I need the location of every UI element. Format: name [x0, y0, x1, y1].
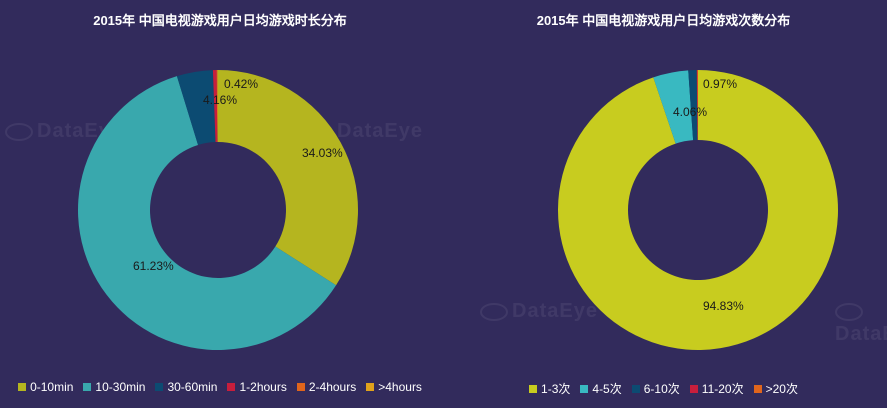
legend-label: 10-30min	[95, 380, 146, 394]
legend-swatch	[580, 384, 589, 393]
legend-swatch	[366, 383, 375, 391]
legend-item-2-4hours[interactable]: 2-4hours	[296, 380, 357, 394]
legend-label: 30-60min	[167, 380, 218, 394]
donut-slice-6-10次	[688, 70, 698, 141]
legend-item->4hours[interactable]: >4hours	[366, 380, 422, 394]
donut-slice-4-5次	[653, 70, 694, 144]
slice-label-4-5次: 4.06%	[673, 105, 707, 119]
legend-swatch	[83, 383, 92, 391]
donut-slice-10-30min	[77, 76, 337, 350]
legend-label: 1-3次	[541, 382, 571, 396]
legend-duration: 0-10min 10-30min 30-60min 1-2hours 2-4hours >…	[0, 380, 440, 394]
slice-label-1-2hours: 0.42%	[224, 77, 258, 91]
legend-swatch	[689, 384, 698, 393]
legend-swatch	[227, 383, 236, 391]
legend-item->20次[interactable]: >20次	[753, 380, 798, 397]
legend-label: >20次	[765, 382, 798, 396]
legend-swatch	[18, 383, 27, 391]
legend-label: 1-2hours	[239, 380, 287, 394]
legend-item-1-2hours[interactable]: 1-2hours	[227, 380, 287, 394]
legend-item-4-5次[interactable]: 4-5次	[580, 380, 622, 397]
legend-swatch	[155, 383, 164, 391]
legend-swatch	[753, 384, 762, 393]
legend-item-11-20次[interactable]: 11-20次	[689, 380, 744, 397]
legend-label: 11-20次	[701, 382, 744, 396]
slice-label-1-3次: 94.83%	[703, 299, 744, 313]
donut-slice-0-10min	[218, 70, 358, 286]
legend-label: 2-4hours	[308, 380, 357, 394]
donut-slice->20次	[697, 70, 698, 141]
chart-title-frequency: 2015年 中国电视游戏用户日均游戏次数分布	[536, 13, 791, 28]
donut-chart-frequency: 94.83% 4.06% 0.97%	[558, 70, 838, 350]
legend-label: 4-5次	[592, 382, 622, 396]
donut-chart-duration: 34.03% 61.23% 4.16% 0.42%	[77, 70, 358, 350]
legend-label: >4hours	[378, 380, 422, 394]
slice-label-30-60min: 4.16%	[203, 93, 237, 107]
legend-swatch	[296, 383, 305, 391]
donut-slice-1-3次	[558, 70, 838, 350]
legend-swatch	[529, 384, 538, 393]
legend-item-30-60min[interactable]: 30-60min	[155, 380, 217, 394]
legend-frequency: 1-3次 4-5次 6-10次 11-20次 >20次	[440, 380, 887, 397]
chart-panel-duration: 2015年 中国电视游戏用户日均游戏时长分布 DataEye DataEye D…	[0, 0, 440, 408]
donut-slice-1-2hours	[212, 70, 218, 143]
chart-title-duration: 2015年 中国电视游戏用户日均游戏时长分布	[93, 13, 347, 28]
legend-item-0-10min[interactable]: 0-10min	[18, 380, 73, 394]
slice-label-10-30min: 61.23%	[133, 259, 174, 273]
legend-item-6-10次[interactable]: 6-10次	[631, 380, 680, 397]
legend-item-1-3次[interactable]: 1-3次	[529, 380, 570, 397]
donut-slice-30-60min	[176, 70, 216, 145]
legend-item-10-30min[interactable]: 10-30min	[83, 380, 145, 394]
donut-slice-2-4hours	[216, 70, 218, 143]
slice-label-0-10min: 34.03%	[302, 146, 343, 160]
chart-panel-frequency: 2015年 中国电视游戏用户日均游戏次数分布 DataEye DataEye D…	[440, 0, 887, 408]
donut-slice->4hours	[217, 70, 218, 143]
slice-label-6-10次: 0.97%	[703, 77, 737, 91]
donut-slice-11-20次	[696, 70, 698, 141]
legend-label: 6-10次	[643, 382, 680, 396]
legend-label: 0-10min	[30, 380, 74, 394]
legend-swatch	[631, 384, 640, 393]
